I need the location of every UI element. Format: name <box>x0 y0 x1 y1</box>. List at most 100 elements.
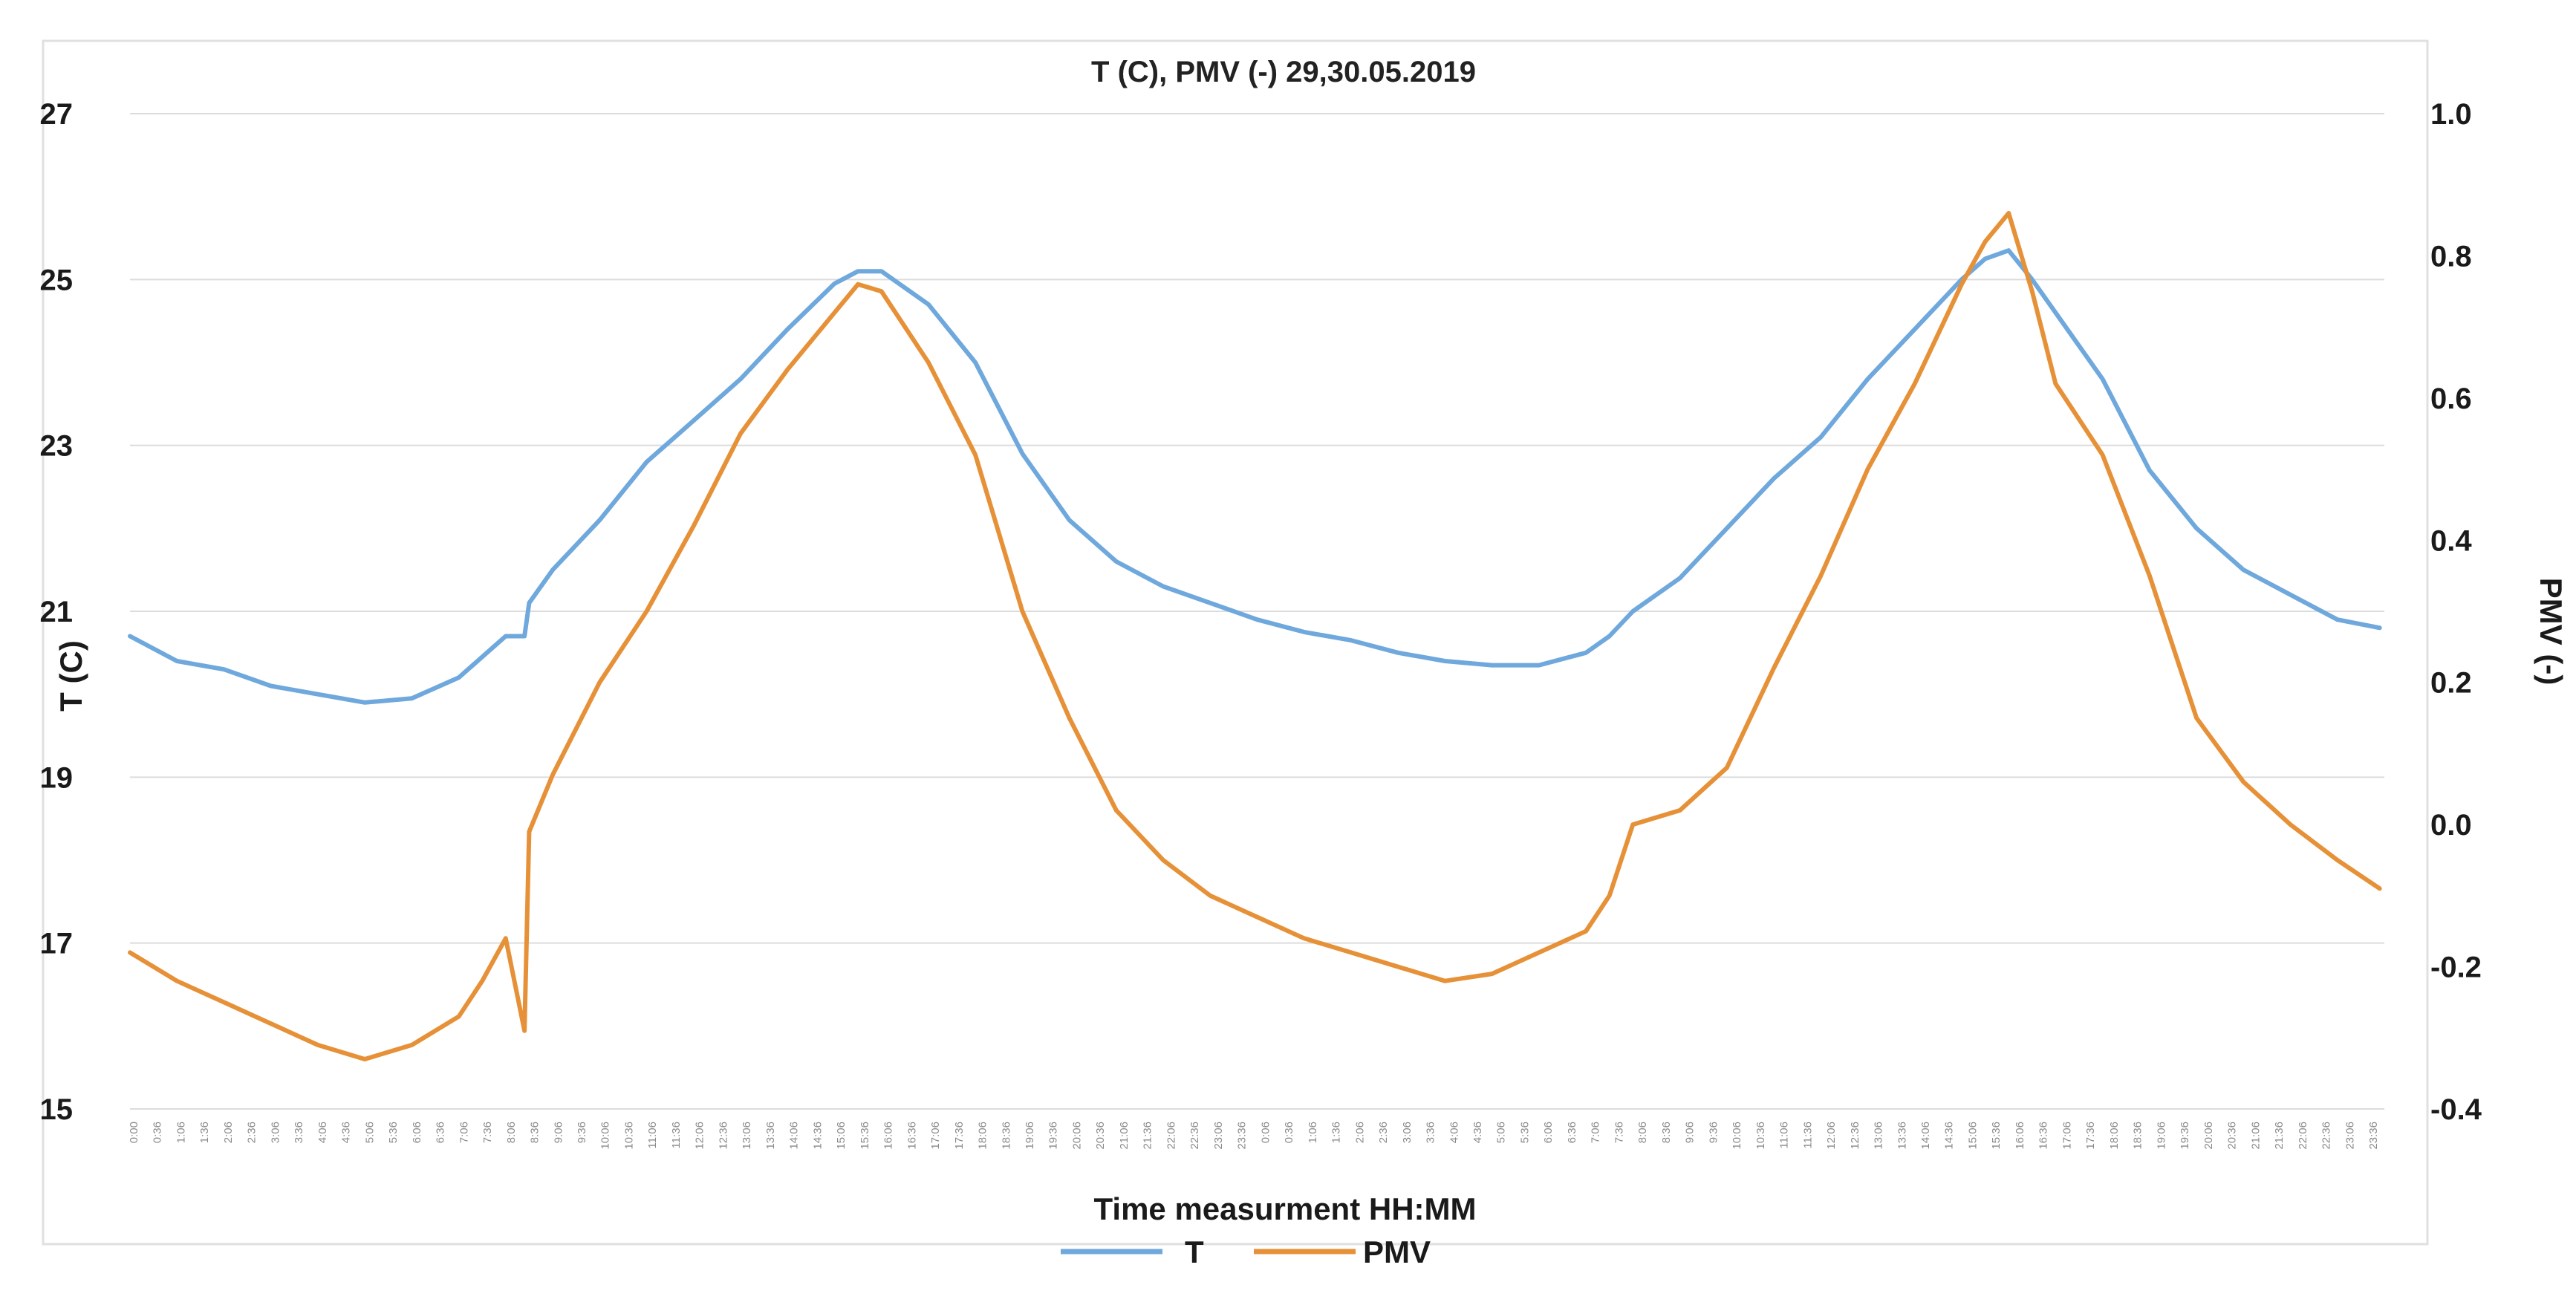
left-tick-label: 21 <box>40 596 74 628</box>
x-tick-label: 21:06 <box>2249 1122 2262 1150</box>
legend-t-label: T <box>1185 1234 1204 1269</box>
x-tick-label: 15:06 <box>1966 1122 1979 1150</box>
x-tick-label: 16:36 <box>905 1122 918 1150</box>
x-tick-label: 0:36 <box>1283 1122 1295 1143</box>
chart-title: T (C), PMV (-) 29,30.05.2019 <box>1091 56 1476 88</box>
x-tick-label: 9:36 <box>576 1122 588 1143</box>
x-tick-label: 1:36 <box>1330 1122 1343 1143</box>
series-line-pmv <box>128 211 2382 1061</box>
x-tick-label: 20:06 <box>2202 1122 2215 1150</box>
x-tick-label: 21:06 <box>1118 1122 1131 1150</box>
x-tick-label: 17:06 <box>2061 1122 2073 1150</box>
x-tick-label: 17:06 <box>929 1122 942 1150</box>
x-tick-label: 23:06 <box>2344 1122 2356 1150</box>
x-tick-label: 5:36 <box>387 1122 400 1143</box>
x-tick-label: 18:06 <box>2108 1122 2121 1150</box>
series-lines <box>128 211 2382 1061</box>
x-tick-label: 0:00 <box>128 1122 140 1143</box>
x-tick-label: 19:06 <box>1024 1122 1036 1150</box>
left-tick-label: 27 <box>40 98 74 131</box>
x-tick-label: 13:06 <box>1873 1122 1885 1150</box>
x-tick-label: 7:36 <box>1613 1122 1625 1143</box>
x-tick-label: 13:36 <box>764 1122 777 1150</box>
x-tick-label: 12:06 <box>694 1122 706 1150</box>
x-tick-label: 2:06 <box>222 1122 235 1143</box>
right-tick-label: 0.6 <box>2430 383 2472 415</box>
right-axis-label: PMV (-) <box>2534 578 2569 686</box>
x-tick-label: 5:06 <box>1495 1122 1508 1143</box>
x-tick-label: 19:36 <box>1047 1122 1060 1150</box>
x-tick-label: 23:36 <box>2367 1122 2380 1150</box>
x-tick-label: 12:36 <box>717 1122 729 1150</box>
x-tick-label: 22:36 <box>1188 1122 1201 1150</box>
x-tick-label: 10:06 <box>599 1122 612 1150</box>
x-tick-label: 13:36 <box>1896 1122 1908 1150</box>
x-tick-label: 2:36 <box>246 1122 258 1143</box>
x-tick-label: 6:06 <box>411 1122 423 1143</box>
legend: T PMV <box>1061 1234 1431 1269</box>
x-tick-label: 17:36 <box>2084 1122 2097 1150</box>
x-tick-label: 8:06 <box>505 1122 518 1143</box>
x-tick-label: 8:06 <box>1636 1122 1649 1143</box>
x-tick-label: 7:36 <box>481 1122 494 1143</box>
x-tick-label: 15:06 <box>835 1122 848 1150</box>
x-tick-label: 1:06 <box>175 1122 187 1143</box>
x-tick-label: 14:06 <box>788 1122 801 1150</box>
right-tick-label: 0.0 <box>2430 809 2472 842</box>
x-tick-label: 4:06 <box>1448 1122 1460 1143</box>
x-tick-label: 23:06 <box>1212 1122 1225 1150</box>
x-tick-label: 7:06 <box>1590 1122 1602 1143</box>
right-axis-ticks: -0.4 -0.2 0.0 0.2 0.4 0.6 0.8 1.0 <box>2430 98 2482 1126</box>
right-tick-label: 0.2 <box>2430 667 2472 700</box>
x-tick-label: 16:36 <box>2037 1122 2050 1150</box>
series-line-t <box>128 248 2382 705</box>
x-tick-label: 16:06 <box>882 1122 895 1150</box>
x-tick-label: 4:06 <box>316 1122 329 1143</box>
x-axis-ticks: 0:00 0:36 1:06 1:36 2:06 2:36 3:06 3:36 4:06 4:36… <box>128 1122 2380 1150</box>
x-tick-label: 10:36 <box>622 1122 635 1150</box>
left-tick-label: 17 <box>40 928 74 960</box>
x-tick-label: 18:36 <box>1000 1122 1012 1150</box>
x-tick-label: 3:36 <box>293 1122 305 1143</box>
x-tick-label: 22:06 <box>1165 1122 1177 1150</box>
x-tick-label: 11:06 <box>646 1122 659 1148</box>
chart-frame <box>42 39 2429 1246</box>
x-tick-label: 21:36 <box>2273 1122 2286 1150</box>
x-tick-label: 14:06 <box>1919 1122 1932 1150</box>
x-tick-label: 21:36 <box>1142 1122 1154 1150</box>
right-tick-label: 0.8 <box>2430 240 2472 273</box>
x-tick-label: 10:36 <box>1754 1122 1767 1150</box>
x-tick-label: 0:36 <box>152 1122 164 1143</box>
right-tick-label: -0.4 <box>2430 1093 2482 1126</box>
x-tick-label: 1:06 <box>1307 1122 1319 1143</box>
left-tick-label: 23 <box>40 430 74 463</box>
x-tick-label: 9:06 <box>1684 1122 1697 1143</box>
x-tick-label: 17:36 <box>953 1122 966 1150</box>
x-tick-label: 5:36 <box>1518 1122 1531 1143</box>
x-tick-label: 9:06 <box>552 1122 565 1143</box>
x-tick-label: 7:06 <box>458 1122 470 1143</box>
x-tick-label: 14:36 <box>811 1122 824 1150</box>
x-tick-label: 11:06 <box>1778 1122 1791 1148</box>
x-tick-label: 18:06 <box>977 1122 989 1150</box>
x-tick-label: 13:06 <box>741 1122 753 1150</box>
legend-pmv-label: PMV <box>1363 1234 1431 1269</box>
x-tick-label: 20:36 <box>1094 1122 1107 1150</box>
x-tick-label: 14:36 <box>1943 1122 1956 1150</box>
right-tick-label: -0.2 <box>2430 951 2482 984</box>
x-tick-label: 4:36 <box>340 1122 353 1143</box>
x-tick-label: 3:06 <box>269 1122 282 1143</box>
x-tick-label: 11:36 <box>1801 1122 1814 1148</box>
x-tick-label: 8:36 <box>529 1122 541 1143</box>
x-tick-label: 5:06 <box>363 1122 376 1143</box>
x-tick-label: 19:36 <box>2179 1122 2191 1150</box>
x-tick-label: 19:06 <box>2155 1122 2167 1150</box>
x-tick-label: 23:36 <box>1236 1122 1249 1150</box>
x-tick-label: 3:06 <box>1401 1122 1414 1143</box>
x-tick-label: 11:36 <box>670 1122 683 1148</box>
x-axis-label: Time measurment HH:MM <box>1094 1191 1477 1226</box>
x-tick-label: 1:36 <box>198 1122 211 1143</box>
left-tick-label: 19 <box>40 761 74 794</box>
x-tick-label: 2:36 <box>1377 1122 1390 1143</box>
x-tick-label: 10:06 <box>1731 1122 1743 1150</box>
